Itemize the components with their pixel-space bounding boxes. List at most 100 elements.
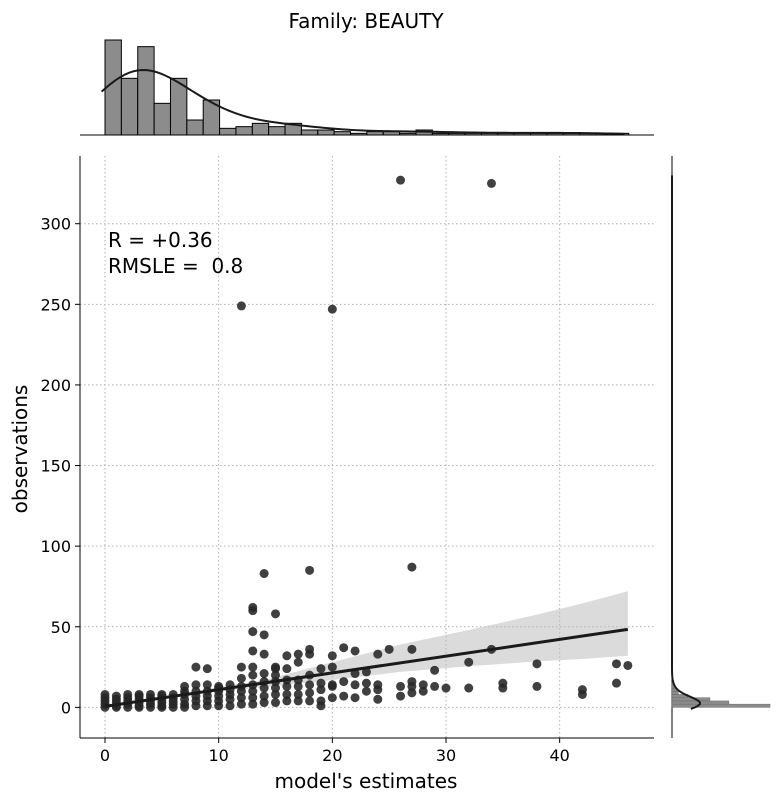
scatter-point: [293, 681, 303, 691]
scatter-point: [259, 569, 269, 579]
scatter-point: [248, 686, 258, 696]
scatter-point: [339, 691, 349, 701]
scatter-point: [305, 644, 315, 654]
y-tick-label: 300: [40, 215, 71, 234]
top-hist-bar: [153, 102, 171, 136]
scatter-point: [532, 659, 542, 669]
scatter-point: [441, 683, 451, 693]
scatter-point: [123, 689, 133, 699]
scatter-point: [339, 677, 349, 687]
scatter-point: [611, 678, 621, 688]
rmsle-annotation: RMSLE = 0.8: [108, 254, 243, 278]
scatter-point: [271, 670, 281, 680]
scatter-point: [191, 662, 201, 672]
scatter-point: [259, 698, 269, 708]
x-tick-label: 10: [208, 746, 228, 765]
scatter-point: [396, 175, 406, 185]
y-tick-label: 150: [40, 457, 71, 476]
scatter-point: [259, 683, 269, 693]
scatter-point: [236, 699, 246, 709]
top-hist-bar: [186, 119, 204, 136]
scatter-point: [316, 696, 326, 706]
scatter-point: [396, 681, 406, 691]
scatter-point: [236, 301, 246, 311]
scatter-point: [248, 699, 258, 709]
scatter-point: [271, 689, 281, 699]
correlation-annotation: R = +0.36: [108, 228, 213, 252]
scatter-point: [225, 701, 235, 711]
scatter-point: [611, 659, 621, 669]
main-plot-area: 0 10 20 30 40 0 50 100 150 200 250 300 R = +0.36 R…: [40, 156, 654, 765]
scatter-point: [486, 178, 496, 188]
scatter-point: [111, 691, 121, 701]
top-hist-bar: [235, 126, 253, 136]
scatter-point: [259, 691, 269, 701]
scatter-point: [384, 644, 394, 654]
scatter-point: [305, 688, 315, 698]
scatter-point: [350, 693, 360, 703]
scatter-point: [145, 689, 155, 699]
scatter-point: [430, 665, 440, 675]
scatter-point: [327, 651, 337, 661]
scatter-point: [180, 681, 190, 691]
scatter-point: [464, 683, 474, 693]
scatter-point: [271, 662, 281, 672]
x-tick-label: 40: [549, 746, 569, 765]
scatter-point: [396, 691, 406, 701]
scatter-point: [134, 689, 144, 699]
chart-title: Family: BEAUTY: [288, 9, 444, 33]
scatter-point: [282, 651, 292, 661]
y-axis-ticks: 0 50 100 150 200 250 300: [40, 215, 80, 717]
top-hist-bar: [268, 126, 286, 136]
scatter-point: [327, 662, 337, 672]
top-hist-bar: [219, 127, 237, 136]
top-hist-bar: [317, 129, 335, 136]
y-tick-label: 200: [40, 376, 71, 395]
scatter-point: [293, 696, 303, 706]
scatter-point: [271, 698, 281, 708]
scatter-point: [259, 649, 269, 659]
scatter-point: [293, 649, 303, 659]
top-hist-bar: [251, 122, 270, 136]
scatter-point: [259, 669, 269, 679]
scatter-point: [100, 689, 110, 699]
x-tick-label: 30: [436, 746, 456, 765]
x-tick-label: 20: [322, 746, 342, 765]
right-kde-curve: [671, 175, 702, 710]
scatter-point: [373, 694, 383, 704]
scatter-point: [282, 664, 292, 674]
scatter-point: [259, 630, 269, 640]
top-hist-bar: [120, 77, 139, 136]
scatter-point: [350, 680, 360, 690]
top-hist-bar: [300, 129, 319, 136]
scatter-point: [271, 683, 281, 693]
scatter-point: [327, 693, 337, 703]
scatter-point: [293, 689, 303, 699]
x-tick-label: 0: [100, 746, 110, 765]
y-tick-label: 50: [51, 618, 71, 637]
scatter-point: [316, 685, 326, 695]
scatter-point: [407, 688, 417, 698]
right-hist-bar: [671, 703, 771, 708]
scatter-point: [316, 678, 326, 688]
scatter-point: [282, 689, 292, 699]
scatter-point: [248, 662, 258, 672]
scatter-point: [248, 602, 258, 612]
confidence-band: [207, 591, 628, 693]
scatter-point: [532, 681, 542, 691]
scatter-point: [316, 664, 326, 674]
top-hist-bar: [137, 46, 155, 136]
scatter-point: [282, 681, 292, 691]
x-axis-label: model's estimates: [275, 769, 458, 793]
regression-line: [104, 627, 629, 708]
scatter-point: [418, 686, 428, 696]
scatter-point: [407, 644, 417, 654]
scatter-point: [293, 657, 303, 667]
scatter-point: [407, 562, 417, 572]
scatter-point: [248, 670, 258, 680]
scatter-point: [373, 649, 383, 659]
scatter-point: [339, 643, 349, 653]
scatter-point: [327, 304, 337, 314]
scatter-point: [191, 680, 201, 690]
